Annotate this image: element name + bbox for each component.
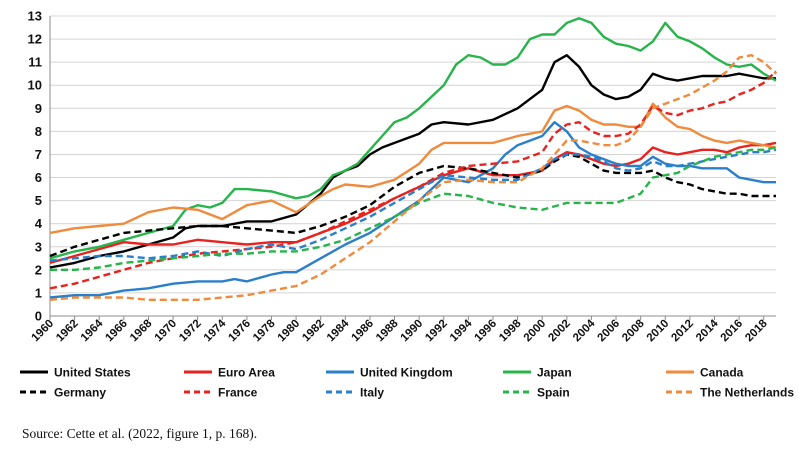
y-tick-12: 12 <box>28 32 42 47</box>
x-tick-1960: 1960 <box>30 318 57 345</box>
x-tick-1992: 1992 <box>423 318 450 345</box>
x-tick-1996: 1996 <box>473 318 500 345</box>
x-tick-1988: 1988 <box>374 317 401 344</box>
x-tick-2018: 2018 <box>743 317 770 344</box>
y-tick-0: 0 <box>35 309 42 324</box>
legend-label-italy: Italy <box>360 386 384 400</box>
series-line-japan <box>49 17 777 260</box>
x-tick-1972: 1972 <box>177 318 204 345</box>
y-tick-13: 13 <box>28 9 42 24</box>
x-tick-1978: 1978 <box>251 317 278 344</box>
x-tick-1966: 1966 <box>103 318 130 345</box>
series-line-canada <box>49 102 777 235</box>
source-note: Source: Cette et al. (2022, figure 1, p.… <box>22 426 258 441</box>
legend-label-euro-area: Euro Area <box>218 366 275 380</box>
axes <box>49 16 765 320</box>
legend-label-spain: Spain <box>537 386 570 400</box>
x-tick-2000: 2000 <box>522 318 549 345</box>
y-tick-8: 8 <box>35 124 42 139</box>
x-tick-1990: 1990 <box>399 318 426 345</box>
series-line-the-netherlands <box>49 54 777 301</box>
series-line-united-states <box>49 54 776 269</box>
x-tick-2008: 2008 <box>620 317 647 344</box>
legend-label-united-states: United States <box>54 366 131 380</box>
x-tick-1970: 1970 <box>153 318 180 345</box>
legend: United States Euro Area United Kingdom Japa… <box>20 366 794 400</box>
x-tick-1986: 1986 <box>349 318 376 345</box>
y-tick-2: 2 <box>35 262 42 277</box>
y-tick-6: 6 <box>35 170 42 185</box>
series-line-spain <box>50 146 777 271</box>
y-tick-5: 5 <box>35 193 42 208</box>
x-tick-1994: 1994 <box>448 317 475 344</box>
y-tick-7: 7 <box>35 147 42 162</box>
legend-label-the-netherlands: The Netherlands <box>700 386 794 400</box>
x-tick-2002: 2002 <box>546 318 573 345</box>
y-tick-3: 3 <box>35 239 42 254</box>
x-tick-1984: 1984 <box>325 317 352 344</box>
x-tick-2010: 2010 <box>645 318 672 345</box>
legend-label-canada: Canada <box>700 366 744 380</box>
legend-label-france: France <box>218 386 258 400</box>
x-tick-1980: 1980 <box>276 318 303 345</box>
x-tick-2004: 2004 <box>571 317 598 344</box>
x-tick-2014: 2014 <box>694 317 721 344</box>
y-tick-11: 11 <box>28 55 42 70</box>
legend-label-united-kingdom: United Kingdom <box>360 366 453 380</box>
x-tick-2012: 2012 <box>669 318 696 345</box>
x-tick-1982: 1982 <box>300 318 327 345</box>
x-tick-1962: 1962 <box>54 318 81 345</box>
y-tick-10: 10 <box>28 78 42 93</box>
y-tick-1: 1 <box>35 285 42 300</box>
x-tick-2016: 2016 <box>719 318 746 345</box>
series-lines <box>49 17 777 301</box>
legend-label-japan: Japan <box>537 366 572 380</box>
y-tick-9: 9 <box>35 101 42 116</box>
x-tick-2006: 2006 <box>596 318 623 345</box>
x-axis-tick-labels: 1960196219641966196819701972197419761978… <box>30 317 771 344</box>
series-line-euro-area <box>49 141 777 265</box>
x-tick-1964: 1964 <box>79 317 106 344</box>
x-tick-1998: 1998 <box>497 317 524 344</box>
x-tick-1968: 1968 <box>128 317 155 344</box>
x-tick-1974: 1974 <box>202 317 229 344</box>
x-tick-1976: 1976 <box>226 318 253 345</box>
legend-label-germany: Germany <box>54 386 106 400</box>
y-tick-4: 4 <box>35 216 43 231</box>
